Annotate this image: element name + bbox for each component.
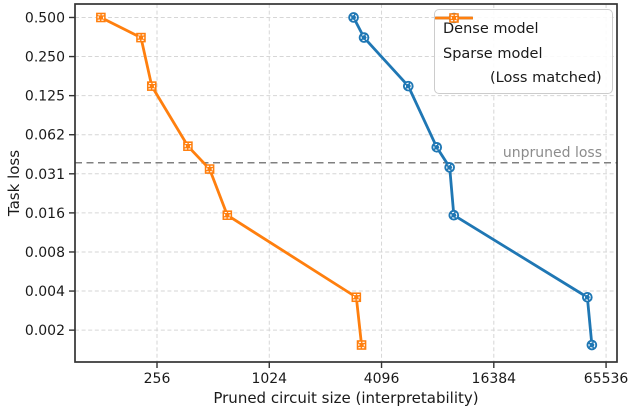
y-tick-label: 0.004 <box>25 284 65 300</box>
legend: Dense model Sparse model (Loss matched) <box>434 9 613 94</box>
legend-label: Sparse model <box>443 45 543 62</box>
x-tick-label: 65536 <box>584 371 628 387</box>
y-tick-label: 0.031 <box>25 167 65 183</box>
marker-inner-square <box>97 14 105 21</box>
data-point-dense <box>448 209 460 221</box>
legend-item-sparse: Sparse model <box>435 13 604 66</box>
x-tick-label: 16384 <box>472 371 517 387</box>
unpruned-loss-annotation: unpruned loss <box>502 145 602 161</box>
y-tick-label: 0.002 <box>25 323 65 339</box>
y-tick-label: 0.062 <box>25 128 65 144</box>
marker-inner-square <box>137 34 145 41</box>
axis-ticks: 256 1024 4096 16384 65536 0.500 0.250 0.125 0.06… <box>25 10 628 387</box>
marker-inner-ring <box>446 163 454 171</box>
marker-inner-square <box>224 211 231 219</box>
data-series <box>96 12 598 351</box>
series-line-sparse <box>99 16 363 347</box>
data-point-sparse <box>183 141 193 151</box>
marker-inner-ring <box>588 341 596 349</box>
data-point-sparse <box>96 12 106 23</box>
y-tick-label: 0.500 <box>25 10 65 26</box>
data-point-dense <box>348 12 359 23</box>
marker-inner-ring <box>583 293 591 301</box>
data-point-sparse <box>146 81 157 91</box>
marker-inner-square <box>353 293 360 301</box>
data-point-sparse <box>136 32 146 43</box>
y-tick-label: 0.250 <box>25 50 65 66</box>
x-axis-label: Pruned circuit size (interpretability) <box>213 389 479 407</box>
data-point-dense <box>403 80 414 92</box>
marker-inner-ring <box>350 14 358 21</box>
legend-marker-square-icon <box>435 13 473 23</box>
data-point-sparse <box>222 210 233 220</box>
data-point-sparse <box>351 292 362 303</box>
data-point-dense <box>582 291 593 303</box>
legend-label: Dense model <box>443 20 539 37</box>
data-point-sparse <box>204 164 215 174</box>
legend-sublabel: (Loss matched) <box>490 69 602 86</box>
x-tick-label: 256 <box>144 371 171 387</box>
x-tick-label: 4096 <box>364 371 400 387</box>
marker-inner-square <box>184 142 192 150</box>
marker-inner-ring <box>404 82 412 90</box>
data-point-dense <box>586 339 598 351</box>
marker-inner-ring <box>433 143 441 151</box>
data-point-dense <box>358 32 370 43</box>
series-line-dense <box>352 16 594 347</box>
x-tick-label: 1024 <box>251 371 287 387</box>
y-tick-label: 0.008 <box>25 245 65 261</box>
marker-inner-square <box>358 341 365 349</box>
plot-border <box>74 3 618 363</box>
marker-inner-square <box>148 82 156 90</box>
axes-frame <box>74 3 618 363</box>
data-point-dense <box>444 162 455 173</box>
marker-inner-ring <box>360 34 368 42</box>
y-tick-label: 0.125 <box>25 89 65 105</box>
data-point-sparse <box>356 340 367 350</box>
data-point-dense <box>431 142 443 153</box>
marker-inner-square <box>206 165 213 173</box>
y-tick-label: 0.016 <box>25 206 65 222</box>
marker-inner-ring <box>450 211 458 219</box>
y-axis-label: Task loss <box>5 149 23 217</box>
